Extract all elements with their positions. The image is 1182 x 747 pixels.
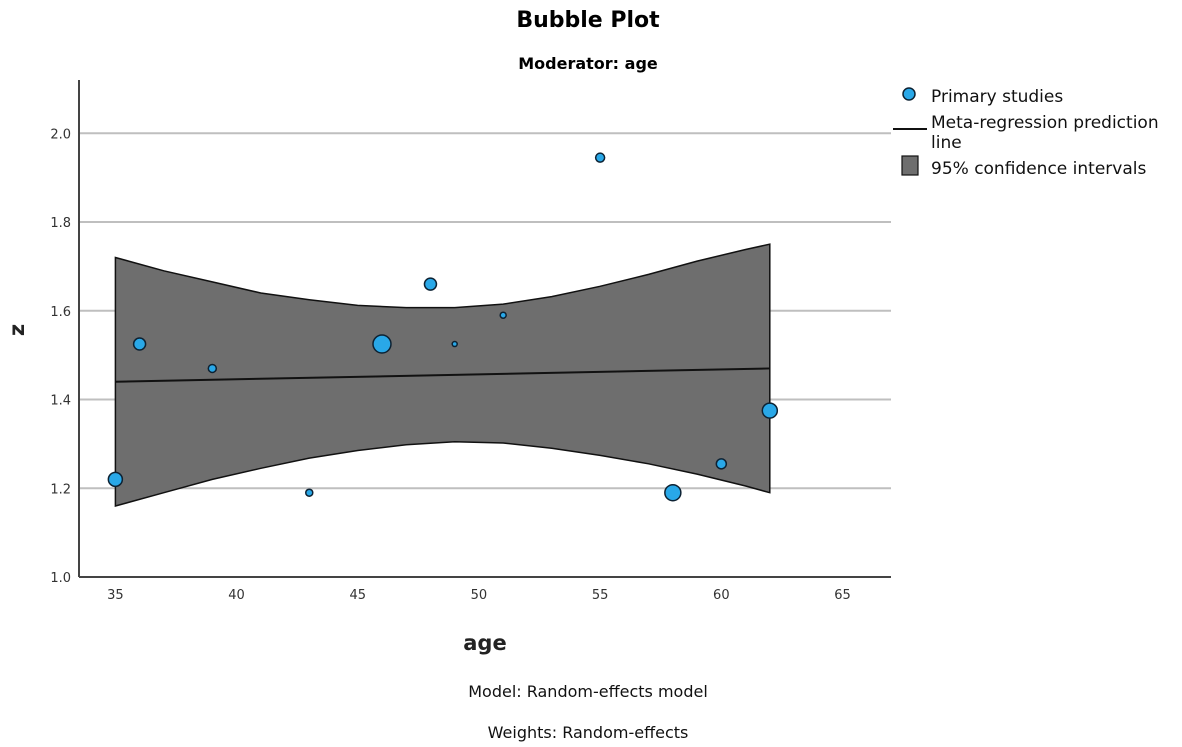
study-bubble: [594, 152, 606, 163]
legend-label-confidence: 95% confidence intervals: [931, 159, 1146, 179]
prediction-line-layer: [115, 367, 770, 383]
legend-label-prediction-line-1: Meta-regression prediction: [931, 113, 1159, 133]
y-tick-label: 1.0: [50, 571, 71, 586]
study-bubble: [305, 488, 314, 497]
prediction-line: [115, 367, 770, 383]
x-tick-label: 65: [834, 588, 851, 603]
x-axis-title: age: [463, 631, 506, 655]
axes: [78, 80, 891, 578]
legend-label-prediction-line: Meta-regression prediction line: [931, 113, 1164, 153]
study-bubble: [715, 458, 728, 470]
study-bubble: [499, 311, 507, 319]
study-points-layer: [107, 152, 779, 502]
y-tick-label: 1.8: [50, 216, 71, 231]
y-tick-label: 1.6: [50, 305, 71, 320]
study-bubble: [107, 471, 124, 488]
legend-label-prediction-line-2: line: [931, 133, 962, 153]
study-bubble: [132, 337, 147, 351]
study-bubble: [451, 340, 458, 348]
x-tick-label: 60: [713, 588, 730, 603]
x-tick-label: 40: [228, 588, 245, 603]
x-tick-label: 45: [349, 588, 366, 603]
x-tick-label: 55: [592, 588, 609, 603]
legend-band-icon: [901, 155, 919, 176]
footnote-weights: Weights: Random-effects: [488, 723, 689, 742]
x-tick-label: 35: [107, 588, 124, 603]
study-bubble: [207, 363, 218, 374]
study-bubble: [372, 334, 392, 354]
chart-title: Bubble Plot: [516, 8, 660, 33]
y-tick-label: 1.4: [50, 394, 71, 409]
y-tick-label: 2.0: [50, 127, 71, 142]
y-axis-title: z: [5, 324, 29, 336]
tick-labels: 35 40 45 50 55 60 65 1.0 1.2 1.4 1.6 1.8 2.0: [50, 127, 850, 603]
study-bubble: [761, 402, 779, 419]
chart-subtitle: Moderator: age: [518, 54, 658, 73]
legend-marker-icon: [902, 87, 916, 101]
legend-label-studies: Primary studies: [931, 87, 1063, 107]
legend: Primary studies Meta-regression predicti…: [893, 87, 1164, 179]
study-bubble: [423, 277, 438, 291]
y-tick-label: 1.2: [50, 482, 71, 497]
study-bubble: [664, 483, 682, 502]
footnote-model: Model: Random-effects model: [468, 682, 708, 701]
x-tick-label: 50: [471, 588, 488, 603]
